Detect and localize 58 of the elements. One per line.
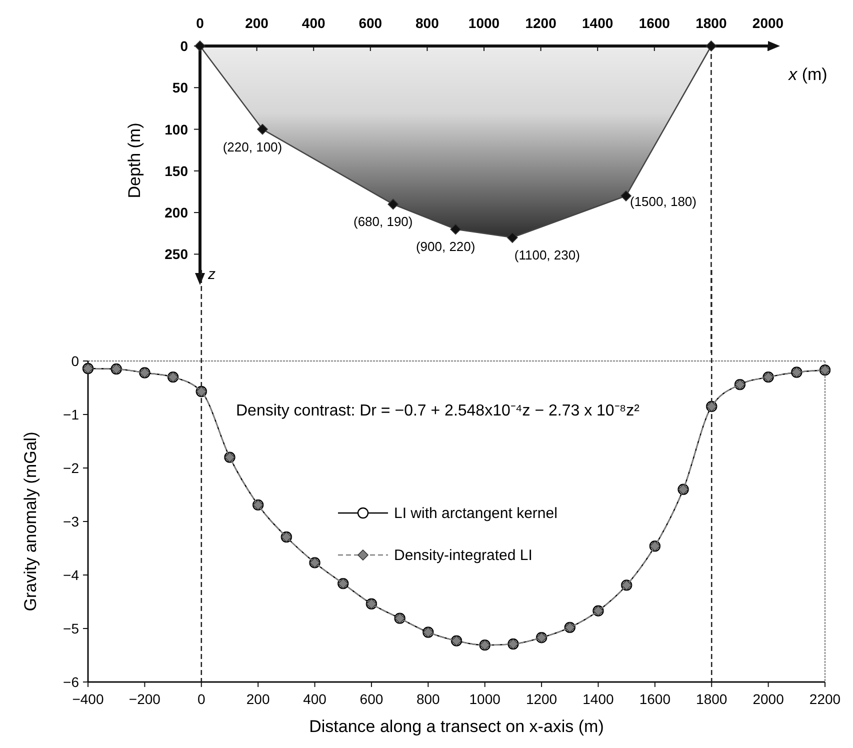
x-tick-label: 1800 [696, 691, 728, 707]
x-tick-label: 1600 [639, 691, 671, 707]
y-tick-label: −2 [63, 460, 80, 476]
y-tick-label: −3 [63, 514, 80, 530]
x-tick-label: 1200 [526, 691, 558, 707]
point [388, 198, 399, 210]
x-tick-label: 2200 [809, 691, 841, 707]
x-tick-label: 600 [360, 691, 384, 707]
y-tick-label: −1 [63, 406, 80, 422]
annotation: Density contrast: Dr = −0.7 + 2.548x10⁻⁴z − 2.73 x 10⁻⁸z² [236, 402, 640, 420]
point [450, 224, 461, 235]
legend-label: Density-integrated LI [394, 547, 532, 564]
x-tick-label: 1400 [582, 15, 614, 31]
annotation: (220, 100) [222, 139, 282, 154]
legend-label: LI with arctangent kernel [394, 505, 558, 522]
x-tick-label: 2000 [752, 15, 784, 31]
annotation: (1500, 180) [630, 194, 696, 209]
y-tick-label: 150 [164, 162, 188, 179]
y-tick-label: 250 [164, 246, 188, 262]
y-tick-label: −4 [63, 567, 80, 583]
x-tick-label: 1600 [638, 15, 670, 31]
x-tick-label: −400 [72, 691, 104, 707]
point [620, 190, 632, 202]
y-tick-label: 200 [164, 204, 188, 221]
y-tick-label: 0 [71, 353, 80, 369]
x-tick-label: 2000 [752, 691, 784, 707]
annotation: (900, 220) [416, 239, 476, 254]
x-tick-label: 600 [358, 15, 382, 31]
annotation: z [207, 266, 216, 283]
y-axis-title: Gravity anomaly (mGal) [21, 432, 40, 612]
x-tick-label: 0 [196, 15, 204, 31]
x-tick-label: 200 [245, 15, 269, 31]
x-tick-label: 0 [197, 691, 206, 707]
y-tick-label: −5 [63, 620, 80, 636]
point [706, 40, 717, 52]
x-tick-label: 400 [303, 691, 327, 707]
y-tick-label: 100 [164, 121, 188, 138]
x-axis-title: x (m) [788, 65, 828, 84]
x-tick-label: 1400 [582, 691, 614, 707]
annotation: (1100, 230) [514, 248, 580, 263]
x-tick-label: 800 [416, 691, 440, 707]
x-tick-label: 1000 [468, 15, 500, 31]
point [507, 232, 518, 243]
x-tick-label: 400 [302, 15, 326, 31]
x-tick-label: 1800 [696, 15, 727, 31]
y-axis-title: Depth (m) [125, 122, 144, 198]
x-tick-label: 200 [246, 691, 270, 707]
point [194, 40, 206, 52]
annotation: (680, 190) [353, 214, 413, 230]
x-tick-label: 1200 [525, 15, 557, 31]
x-tick-label: 1000 [469, 691, 501, 707]
point [257, 124, 268, 135]
y-tick-label: −6 [63, 674, 80, 690]
x-tick-label: −200 [128, 691, 161, 707]
y-tick-label: 0 [180, 38, 188, 54]
x-tick-label: 800 [416, 15, 440, 31]
x-axis-title: Distance along a transect on x-axis (m) [309, 717, 604, 736]
y-tick-label: 50 [172, 80, 188, 96]
